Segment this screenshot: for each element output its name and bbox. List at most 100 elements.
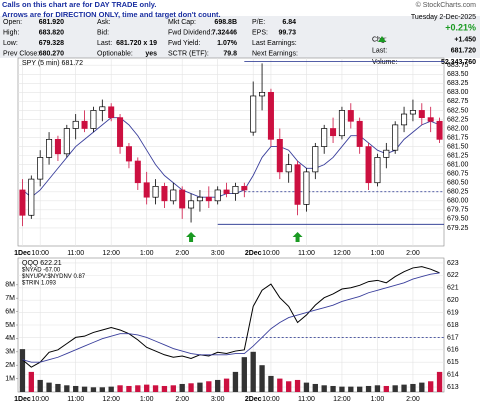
candle-body [179, 189, 186, 209]
volume-bar [188, 383, 194, 392]
quote-label: P/E: [252, 19, 265, 26]
volume-bar [170, 385, 176, 392]
candle-body [356, 120, 363, 147]
x-tick-label: 12:00 [333, 396, 351, 403]
volume-bar [286, 381, 292, 392]
candle-body [46, 138, 53, 158]
notice-line: Calls on this chart are for DAY TRADE on… [2, 0, 156, 9]
volume-bar [250, 351, 256, 392]
x-tick-label: 1:00 [140, 396, 154, 403]
quote-value: 681.720 x 19 [116, 40, 157, 47]
x-tick-label: 10:00 [31, 250, 49, 257]
x-tick-label: 2:00 [175, 250, 189, 257]
y-tick-label: 679.25 [447, 225, 469, 232]
candle-body [383, 149, 390, 158]
legend-label: SPY (5 min) 681.72 [22, 60, 83, 67]
quote-panel [0, 16, 480, 58]
volume-bar [64, 385, 70, 392]
y-tick-label: 681.25 [447, 152, 469, 159]
candle-body [72, 120, 79, 129]
quote-value: Tuesday 2-Dec-2025 [411, 14, 476, 21]
y-tick-label: 680.25 [447, 189, 469, 196]
candle-body [409, 110, 416, 115]
candle-body [294, 164, 301, 205]
candle-body [152, 185, 159, 198]
candle-body [170, 189, 177, 202]
quote-value: yes [145, 50, 157, 57]
y-tick-label: 681.00 [447, 161, 469, 168]
y-tick-label: 613 [447, 384, 459, 391]
candle-body [37, 157, 44, 180]
volume-bar [268, 375, 274, 392]
volume-bar [330, 385, 336, 392]
volume-bar [55, 383, 61, 392]
quote-value: 79.8 [223, 50, 237, 57]
quote-label: Ask: [97, 19, 111, 26]
candle-body [19, 189, 26, 216]
y-tick-label: 620 [447, 297, 459, 304]
y-tick-label: 618 [447, 322, 459, 329]
candle-body [28, 178, 35, 216]
volume-bar [401, 384, 407, 392]
volume-bar [117, 385, 123, 392]
quote-label: High: [3, 29, 19, 36]
candle-body [63, 128, 70, 155]
candle-body [143, 182, 150, 198]
candle-body [81, 120, 88, 129]
candle-body [330, 128, 337, 137]
y-tick-label: 680.75 [447, 171, 469, 178]
x-tick-label: 2Dec [245, 396, 262, 403]
y-tick-label: 614 [447, 371, 459, 378]
y-tick-label: 683.00 [447, 89, 469, 96]
volume-bar [321, 385, 327, 392]
volume-bar [73, 385, 79, 392]
volume-bar [339, 386, 345, 392]
y-tick-label: 679.50 [447, 216, 469, 223]
y-tick-label: 683.50 [447, 71, 469, 78]
candle-body [374, 157, 381, 184]
y-tick-label: 682.00 [447, 125, 469, 132]
y-tick-label: 622 [447, 272, 459, 279]
y2-tick-label: 5M [5, 322, 15, 329]
candle-body [427, 117, 434, 122]
line-series [22, 272, 440, 363]
up-arrow [186, 231, 197, 242]
volume-bar [81, 386, 88, 392]
quote-value: 99.73 [278, 29, 296, 36]
y-tick-label: 616 [447, 347, 459, 354]
y2-tick-label: 6M [5, 308, 15, 315]
quote-value: 1.07% [217, 40, 238, 47]
candle-body [134, 160, 141, 184]
volume-bar [46, 382, 52, 392]
x-tick-label: 2:00 [175, 396, 189, 403]
volume-bar [277, 378, 283, 392]
up-triangle-icon [378, 36, 386, 42]
x-tick-label: 3:00 [211, 396, 225, 403]
y-tick-label: 615 [447, 359, 459, 366]
chart-layer: Open: 681.920 Ask: Mkt Cap: 698.8B P/E: 6.84 Hi… [3, 14, 476, 403]
notice-line: Arrows are for DIRECTION ONLY, time and … [2, 10, 221, 19]
source-credit: © StockCharts.com [416, 1, 477, 9]
candle-body [321, 128, 328, 147]
volume-bar [312, 383, 318, 392]
y-tick-label: 683.75 [447, 62, 469, 69]
quote-label: Last Earnings: [252, 40, 297, 47]
x-tick-label: 1:00 [140, 250, 154, 257]
quote-label: SCTR (ETF): [168, 50, 209, 57]
y2-tick-label: 3M [5, 349, 15, 356]
x-tick-label: 1:00 [371, 250, 385, 257]
candle-body [285, 164, 292, 173]
quote-label: Optionable: [97, 50, 133, 57]
volume-bar [374, 385, 381, 392]
indicator-note: $TRIN 1.093 [22, 281, 57, 287]
candle-body [250, 95, 257, 133]
volume-bar [179, 383, 185, 392]
y-tick-label: 621 [447, 285, 459, 292]
volume-bar [436, 371, 443, 392]
volume-bar [28, 371, 34, 392]
volume-bar [392, 385, 398, 392]
quote-value: 681.920 [39, 19, 64, 26]
quote-value: 679.328 [39, 40, 64, 47]
candle-body [338, 110, 345, 137]
volume-bar [365, 385, 372, 392]
